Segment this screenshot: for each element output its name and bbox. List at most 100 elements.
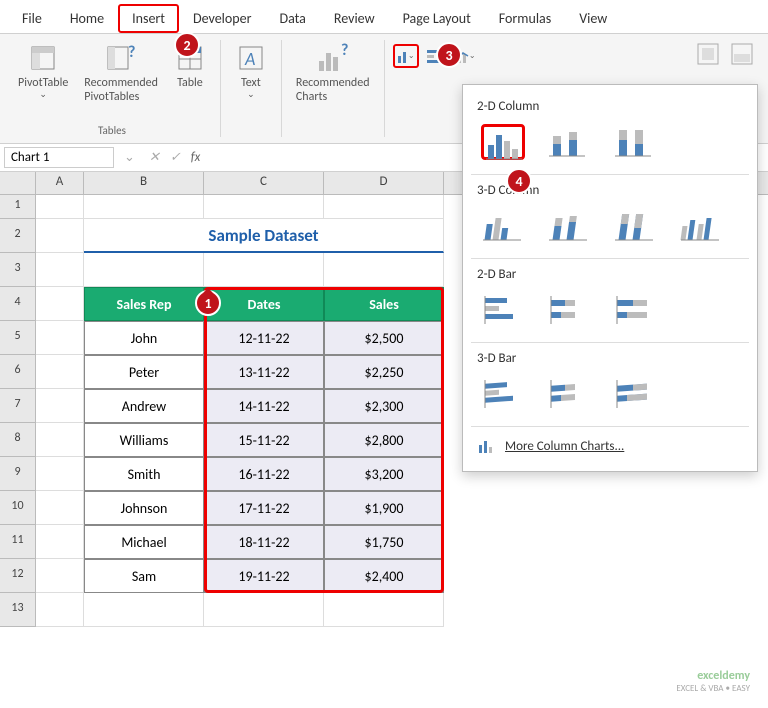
cell-date: 16-11-22: [204, 457, 324, 491]
cancel-icon[interactable]: ✕: [149, 150, 160, 165]
enter-icon[interactable]: ✓: [170, 150, 181, 165]
row-header[interactable]: 5: [0, 321, 36, 355]
callout-4: 4: [506, 168, 532, 194]
row-header[interactable]: 7: [0, 389, 36, 423]
cell-sales: $3,200: [324, 457, 444, 491]
row-header[interactable]: 1: [0, 195, 36, 219]
more-column-charts[interactable]: More Column Charts...: [463, 427, 757, 465]
header-sales: Sales: [324, 287, 444, 321]
row-header[interactable]: 9: [0, 457, 36, 491]
section-3d-bar: 3-D Bar: [463, 343, 757, 372]
svg-text:?: ?: [128, 43, 135, 62]
row-header[interactable]: 12: [0, 559, 36, 593]
cell-date: 13-11-22: [204, 355, 324, 389]
stacked100-bar-icon[interactable]: [613, 292, 657, 328]
pivottable-icon: [27, 42, 59, 74]
header-rep: Sales Rep: [84, 287, 204, 321]
recommended-pivottables-button[interactable]: ? Recommended PivotTables: [78, 40, 164, 107]
cell-date: 14-11-22: [204, 389, 324, 423]
cell-date: 18-11-22: [204, 525, 324, 559]
stacked100-column-3d-icon[interactable]: [613, 208, 657, 244]
column-chart-dropdown[interactable]: ⌄: [393, 44, 419, 68]
dropdown-icon[interactable]: ⌄: [124, 150, 135, 165]
text-icon: A: [235, 42, 267, 74]
tab-page-layout[interactable]: Page Layout: [389, 4, 485, 33]
row-header[interactable]: 11: [0, 525, 36, 559]
row-header[interactable]: 4: [0, 287, 36, 321]
column-mini-icon: [477, 437, 495, 455]
cell-rep: Andrew: [84, 389, 204, 423]
cell-sales: $2,250: [324, 355, 444, 389]
column-chart-menu: 2-D Column 3-D Column 2-D Bar: [462, 84, 758, 472]
row-header[interactable]: 10: [0, 491, 36, 525]
col-header-b[interactable]: B: [84, 172, 204, 194]
clustered-bar-3d-icon[interactable]: [481, 376, 525, 412]
svg-text:?: ?: [341, 43, 348, 60]
col-header-d[interactable]: D: [324, 172, 444, 194]
group-label-tables: Tables: [98, 122, 126, 137]
stacked-column-icon[interactable]: [547, 124, 591, 160]
callout-1: 1: [195, 290, 221, 316]
cell-rep: Smith: [84, 457, 204, 491]
cell-rep: Peter: [84, 355, 204, 389]
header-dates: Dates: [204, 287, 324, 321]
row-header[interactable]: 6: [0, 355, 36, 389]
tab-review[interactable]: Review: [320, 4, 389, 33]
cell-sales: $2,500: [324, 321, 444, 355]
svg-text:A: A: [244, 48, 255, 70]
stacked100-bar-3d-icon[interactable]: [613, 376, 657, 412]
clustered-column-3d-icon[interactable]: [481, 208, 525, 244]
stacked-column-3d-icon[interactable]: [547, 208, 591, 244]
pivottable-button[interactable]: PivotTable ⌄: [12, 40, 74, 103]
cell-sales: $2,800: [324, 423, 444, 457]
col-header-c[interactable]: C: [204, 172, 324, 194]
name-box[interactable]: [4, 147, 114, 168]
clustered-column-icon[interactable]: [481, 124, 525, 160]
cell-sales: $1,900: [324, 491, 444, 525]
col-header-a[interactable]: A: [36, 172, 84, 194]
tab-view[interactable]: View: [565, 4, 621, 33]
cell-sales: $2,400: [324, 559, 444, 593]
tab-data[interactable]: Data: [265, 4, 319, 33]
clustered-bar-icon[interactable]: [481, 292, 525, 328]
cell-rep: Johnson: [84, 491, 204, 525]
dataset-title: Sample Dataset: [84, 219, 444, 253]
tab-home[interactable]: Home: [56, 4, 118, 33]
stacked-bar-3d-icon[interactable]: [547, 376, 591, 412]
callout-2: 2: [174, 32, 200, 58]
cell-rep: Sam: [84, 559, 204, 593]
cell-date: 12-11-22: [204, 321, 324, 355]
ribbon-tabs: File Home Insert Developer Data Review P…: [0, 0, 768, 34]
section-2d-bar: 2-D Bar: [463, 259, 757, 288]
row-header[interactable]: 8: [0, 423, 36, 457]
recommended-charts-icon: ?: [317, 42, 349, 74]
column-3d-icon[interactable]: [679, 208, 723, 244]
section-2d-column: 2-D Column: [463, 91, 757, 120]
cells-area[interactable]: Sample Dataset Sales Rep Dates Sales Joh…: [36, 195, 444, 627]
row-header[interactable]: 2: [0, 219, 36, 253]
tab-file[interactable]: File: [8, 4, 56, 33]
fx-label[interactable]: fx: [191, 150, 201, 165]
select-all-corner[interactable]: [0, 172, 36, 194]
tab-developer[interactable]: Developer: [179, 4, 265, 33]
ribbon-group-charts: ? Recommended Charts: [282, 40, 385, 137]
recommended-pivottables-icon: ?: [105, 42, 137, 74]
cell-sales: $1,750: [324, 525, 444, 559]
cell-date: 19-11-22: [204, 559, 324, 593]
callout-3: 3: [436, 42, 462, 68]
watermark: exceldemy EXCEL & VBA • EASY: [676, 669, 750, 694]
row-headers: 1 2 3 4 5 6 7 8 9 10 11 12 13: [0, 195, 36, 627]
tab-insert[interactable]: Insert: [118, 4, 179, 33]
addin-icon-2[interactable]: [728, 40, 756, 68]
stacked-bar-icon[interactable]: [547, 292, 591, 328]
tab-formulas[interactable]: Formulas: [485, 4, 565, 33]
text-button[interactable]: A Text ⌄: [229, 40, 273, 103]
row-header[interactable]: 3: [0, 253, 36, 287]
recommended-charts-button[interactable]: ? Recommended Charts: [290, 40, 376, 107]
cell-rep: Williams: [84, 423, 204, 457]
cell-sales: $2,300: [324, 389, 444, 423]
row-header[interactable]: 13: [0, 593, 36, 627]
addin-icon[interactable]: [694, 40, 722, 68]
cell-rep: John: [84, 321, 204, 355]
stacked100-column-icon[interactable]: [613, 124, 657, 160]
